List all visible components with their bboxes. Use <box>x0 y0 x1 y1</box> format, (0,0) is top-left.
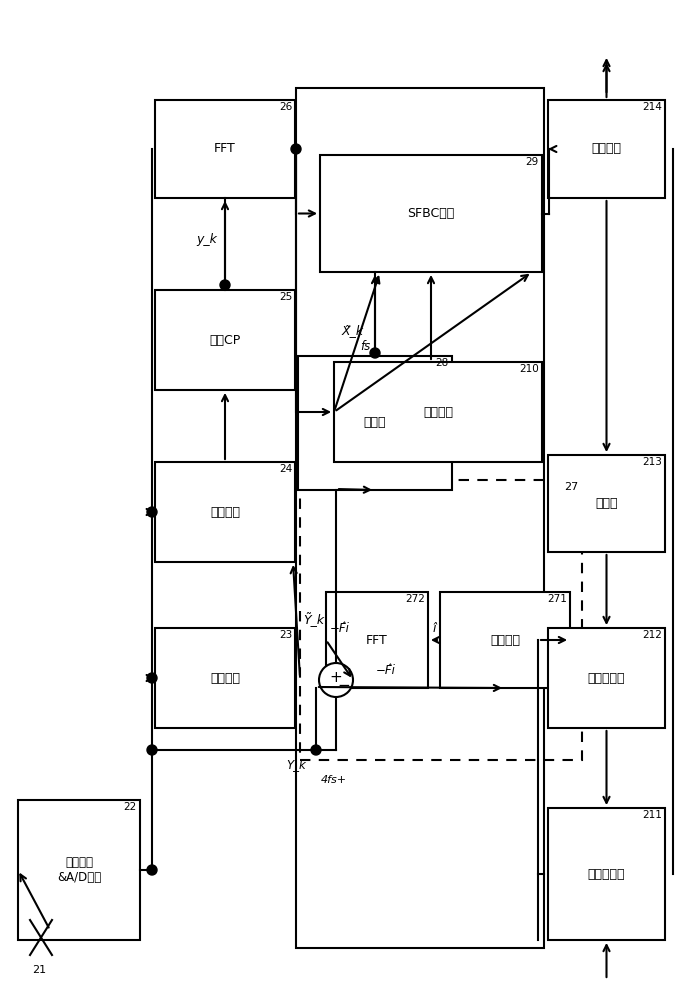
Text: 210: 210 <box>519 364 539 374</box>
Text: 213: 213 <box>642 457 662 467</box>
Circle shape <box>147 673 157 683</box>
Bar <box>548 628 665 728</box>
Text: Ỹ_k: Ỹ_k <box>303 613 324 627</box>
Text: +: + <box>330 670 343 684</box>
Bar <box>326 592 428 688</box>
Bar <box>548 100 665 198</box>
Text: 214: 214 <box>642 102 662 112</box>
Text: 解调器: 解调器 <box>595 497 617 510</box>
Bar <box>298 356 452 490</box>
Text: Y_k: Y_k <box>286 758 306 772</box>
Text: FFT: FFT <box>366 634 388 647</box>
Text: FFT: FFT <box>214 142 236 155</box>
Text: 23: 23 <box>279 630 292 640</box>
Circle shape <box>319 663 353 697</box>
Text: 移除CP: 移除CP <box>209 334 240 347</box>
Text: 28: 28 <box>436 358 449 368</box>
Circle shape <box>147 507 157 517</box>
Text: 频偏估计: 频偏估计 <box>210 672 240 684</box>
Text: 271: 271 <box>547 594 567 604</box>
Text: 射频前端
&A/D转换: 射频前端 &A/D转换 <box>57 856 101 884</box>
Circle shape <box>147 745 157 755</box>
Bar <box>155 100 295 198</box>
Text: 27: 27 <box>564 482 578 492</box>
Text: −F̂i: −F̂i <box>330 621 349 635</box>
Text: fs: fs <box>360 340 370 353</box>
Bar <box>155 462 295 562</box>
Text: 逆正交变换: 逆正交变换 <box>588 672 626 684</box>
Text: 下采样: 下采样 <box>364 416 387 430</box>
Text: î: î <box>432 621 436 635</box>
Text: 272: 272 <box>405 594 425 604</box>
Text: 29: 29 <box>526 157 539 167</box>
Text: y_k: y_k <box>196 232 217 245</box>
Circle shape <box>147 865 157 875</box>
Bar <box>334 362 542 462</box>
Text: −F̂i: −F̂i <box>376 664 396 676</box>
Text: 4fs+: 4fs+ <box>321 775 347 785</box>
Text: 信道译码: 信道译码 <box>592 142 621 155</box>
Bar <box>155 628 295 728</box>
Bar <box>18 800 140 940</box>
Text: −: − <box>338 678 351 692</box>
Text: 25: 25 <box>279 292 292 302</box>
Circle shape <box>220 280 230 290</box>
Bar <box>320 155 542 272</box>
Bar <box>300 480 582 760</box>
Text: 频偏补偿: 频偏补偿 <box>210 506 240 518</box>
Text: 21: 21 <box>32 965 46 975</box>
Text: 22: 22 <box>124 802 137 812</box>
Text: 212: 212 <box>642 630 662 640</box>
Text: 24: 24 <box>279 464 292 474</box>
Text: 符号解交织: 符号解交织 <box>588 867 626 880</box>
Text: 干扰重构: 干扰重构 <box>490 634 520 647</box>
Bar <box>440 592 570 688</box>
Circle shape <box>311 745 321 755</box>
Text: 211: 211 <box>642 810 662 820</box>
Bar <box>548 808 665 940</box>
Bar <box>296 88 544 948</box>
Bar <box>548 455 665 552</box>
Circle shape <box>370 348 380 358</box>
Text: 信道估计: 信道估计 <box>423 406 453 418</box>
Text: X̃_k: X̃_k <box>342 324 364 338</box>
Text: SFBC译码: SFBC译码 <box>408 207 455 220</box>
Text: 26: 26 <box>279 102 292 112</box>
Bar <box>155 290 295 390</box>
Circle shape <box>291 144 301 154</box>
